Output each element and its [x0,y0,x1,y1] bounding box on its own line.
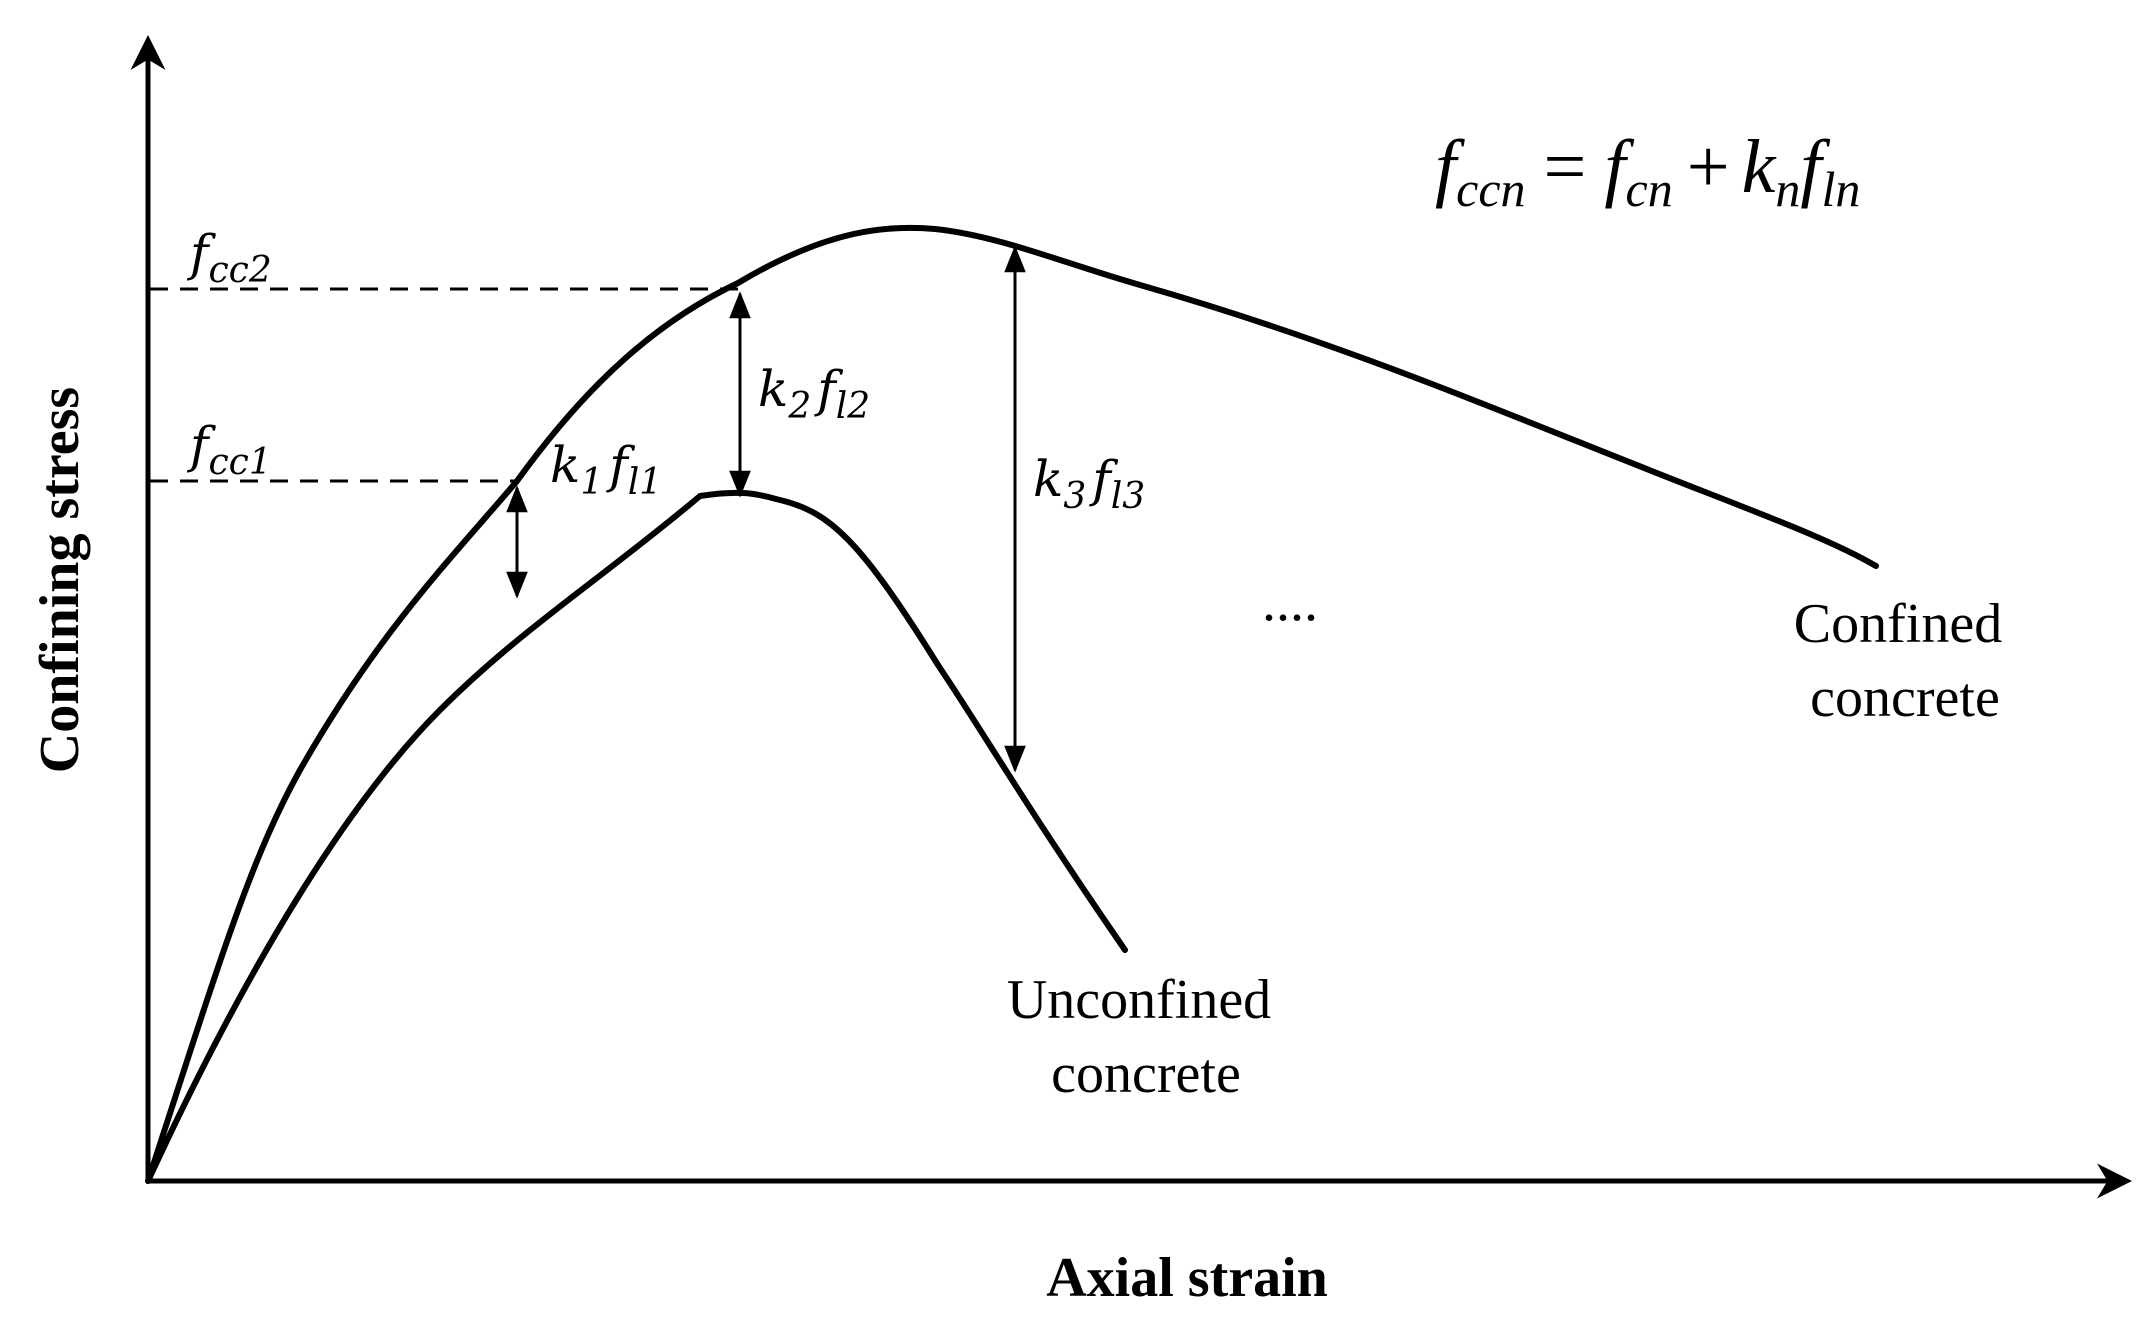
fcc1-label: fcc1 [186,416,272,483]
unconfined-concrete-curve [145,489,1128,1184]
x-axis-title: Axial strain [1046,1247,1328,1309]
k2fl2-label: k2 fl2 [758,360,870,427]
k3fl3-label: k3 fl3 [1033,450,1145,517]
formula: fccn = fcn + knfln [1435,125,1860,217]
confined-concrete-label: Confined concrete [1794,593,2016,729]
ellipsis: .... [1262,571,1318,633]
y-axis-title: Confining stress [29,387,91,773]
fcc2-label: fcc2 [186,224,272,291]
unconfined-concrete-label: Unconfined concrete [1007,969,1285,1105]
k1fl1-label: k1 fl1 [550,436,662,503]
confined-concrete-curve [145,224,1879,1184]
